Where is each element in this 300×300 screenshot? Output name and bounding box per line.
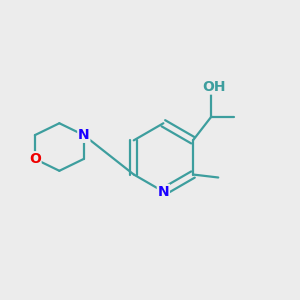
Text: O: O (29, 152, 41, 166)
Text: N: N (158, 184, 169, 199)
Text: OH: OH (202, 80, 226, 94)
Text: N: N (78, 128, 90, 142)
